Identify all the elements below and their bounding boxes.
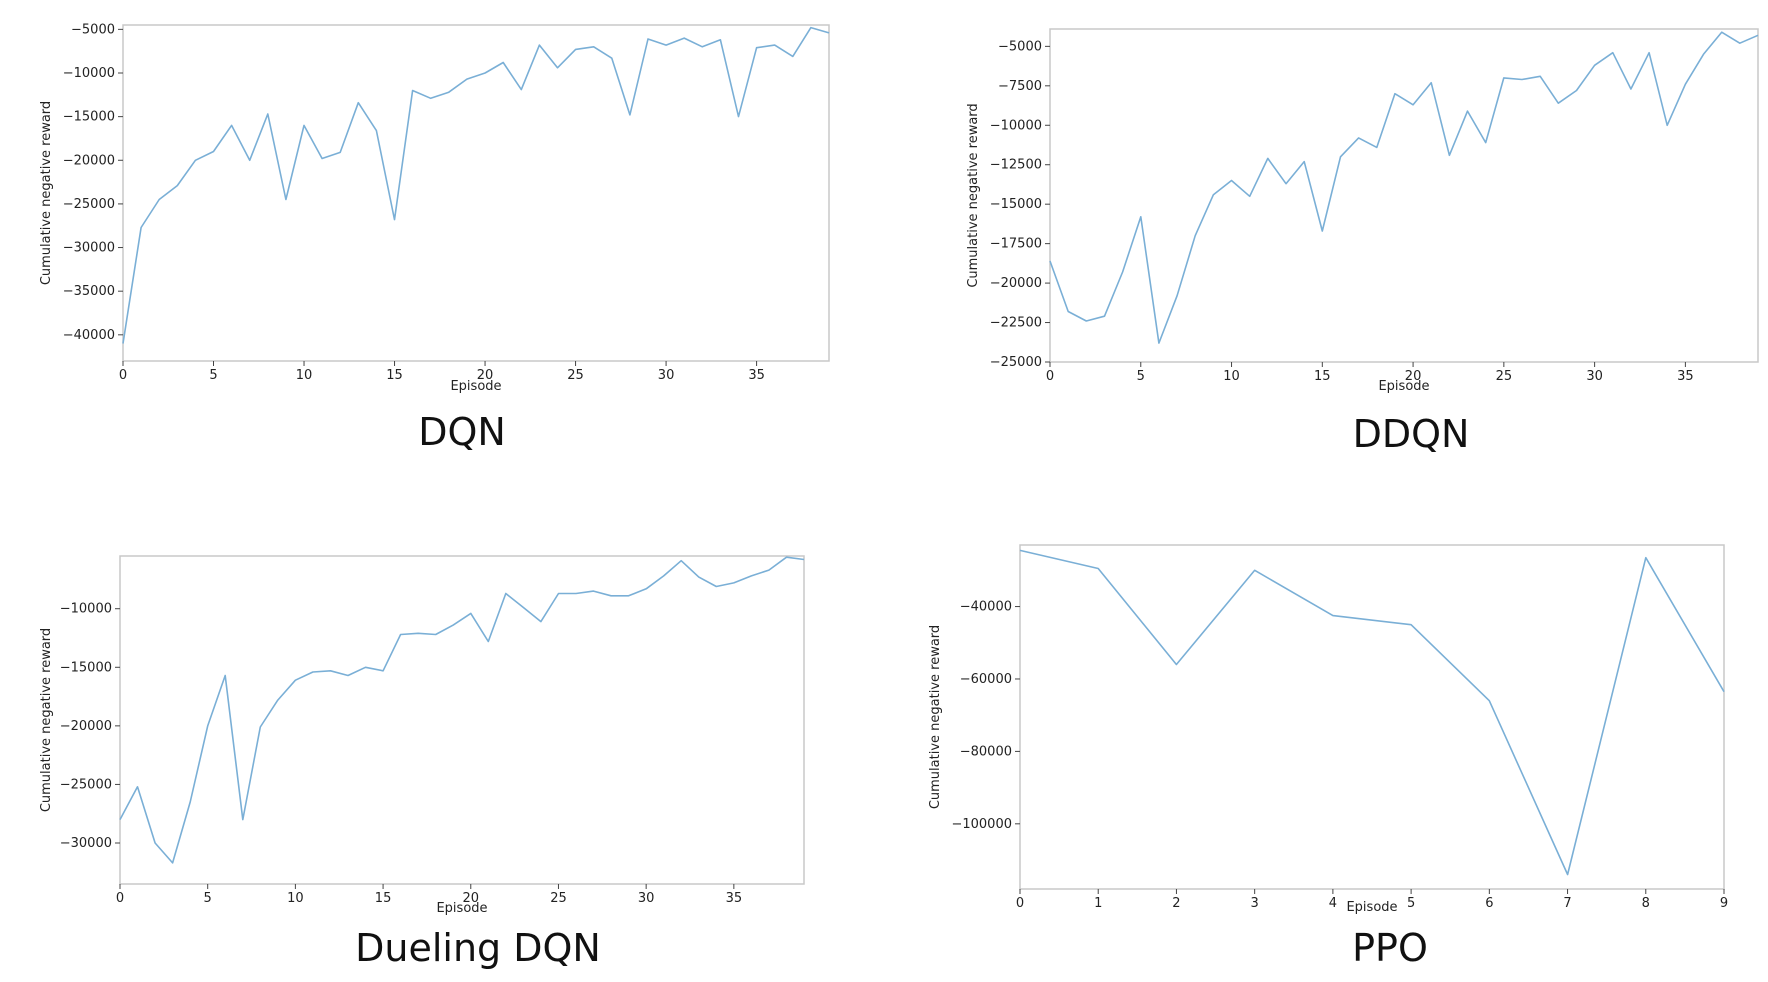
x-tick-label: 20 xyxy=(1405,369,1422,384)
y-tick-label: −30000 xyxy=(63,241,115,256)
x-tick-label: 4 xyxy=(1329,896,1337,911)
x-tick-label: 25 xyxy=(550,891,567,906)
x-tick-label: 3 xyxy=(1251,896,1259,911)
y-tick-label: −40000 xyxy=(63,328,115,343)
plot-frame xyxy=(119,555,805,885)
y-tick-label: −15000 xyxy=(60,660,112,675)
x-tick-label: 9 xyxy=(1720,896,1728,911)
x-tick-label: 0 xyxy=(116,891,124,906)
y-tick-label: −5000 xyxy=(71,22,115,37)
series-line xyxy=(1019,549,1725,876)
x-axis-label: Episode xyxy=(1346,900,1397,915)
panel-caption: PPO xyxy=(1352,926,1428,970)
x-tick-label: 20 xyxy=(477,368,494,383)
y-axis-label: Cumulative negative reward xyxy=(966,103,981,287)
x-tick-label: 5 xyxy=(209,368,217,383)
y-tick-label: −25000 xyxy=(60,777,112,792)
x-tick-label: 10 xyxy=(296,368,313,383)
y-axis-label: Cumulative negative reward xyxy=(928,625,943,809)
x-tick-label: 35 xyxy=(1677,369,1694,384)
x-tick-label: 7 xyxy=(1563,896,1571,911)
series-line xyxy=(122,26,830,344)
x-tick-label: 10 xyxy=(287,891,304,906)
x-tick-label: 6 xyxy=(1485,896,1493,911)
x-tick-label: 35 xyxy=(726,891,743,906)
y-tick-label: −35000 xyxy=(63,284,115,299)
plot-frame xyxy=(122,24,830,362)
y-tick-label: −30000 xyxy=(60,836,112,851)
x-tick-label: 15 xyxy=(386,368,403,383)
y-tick-label: −80000 xyxy=(960,744,1012,759)
y-tick-label: −10000 xyxy=(63,66,115,81)
series-line xyxy=(119,556,805,864)
y-tick-label: −40000 xyxy=(960,600,1012,615)
y-tick-label: −10000 xyxy=(990,118,1042,133)
panel-caption: DDQN xyxy=(1353,412,1470,456)
x-tick-label: 5 xyxy=(1137,369,1145,384)
y-tick-label: −22500 xyxy=(990,316,1042,331)
x-tick-label: 30 xyxy=(638,891,655,906)
y-tick-label: −20000 xyxy=(63,153,115,168)
x-tick-label: 8 xyxy=(1642,896,1650,911)
y-tick-label: −25000 xyxy=(63,197,115,212)
plot-frame xyxy=(1049,28,1759,363)
x-axis-label: Episode xyxy=(1378,379,1429,394)
plot-frame xyxy=(1019,544,1725,890)
x-axis-label: Episode xyxy=(450,379,501,394)
x-tick-label: 0 xyxy=(1046,369,1054,384)
dueling-dqn-chart: −10000 −15000 −20000 −25000 −30000 0 5 10 15 20 25… xyxy=(39,555,805,970)
x-tick-label: 25 xyxy=(567,368,584,383)
dqn-chart: −5000 −10000 −15000 −20000 −25000 −30000 −3500… xyxy=(39,22,830,454)
y-tick-label: −10000 xyxy=(60,602,112,617)
x-tick-label: 10 xyxy=(1223,369,1240,384)
y-tick-label: −5000 xyxy=(998,39,1042,54)
x-tick-label: 0 xyxy=(1016,896,1024,911)
x-tick-label: 5 xyxy=(1407,896,1415,911)
y-tick-label: −12500 xyxy=(990,158,1042,173)
x-tick-label: 30 xyxy=(1586,369,1603,384)
x-tick-label: 25 xyxy=(1496,369,1513,384)
series-line xyxy=(1049,31,1759,344)
y-tick-label: −17500 xyxy=(990,237,1042,252)
ddqn-chart: −5000 −7500 −10000 −12500 −15000 −17500 −20000… xyxy=(966,28,1759,456)
x-tick-label: 2 xyxy=(1172,896,1180,911)
y-tick-label: −60000 xyxy=(960,672,1012,687)
y-tick-label: −20000 xyxy=(60,719,112,734)
x-tick-label: 30 xyxy=(658,368,675,383)
x-tick-label: 1 xyxy=(1094,896,1102,911)
x-tick-label: 35 xyxy=(748,368,765,383)
x-tick-label: 15 xyxy=(375,891,392,906)
x-axis-label: Episode xyxy=(436,901,487,916)
y-tick-label: −100000 xyxy=(951,817,1012,832)
panel-caption: Dueling DQN xyxy=(355,926,601,970)
y-tick-label: −15000 xyxy=(990,197,1042,212)
y-tick-label: −7500 xyxy=(998,79,1042,94)
y-tick-label: −15000 xyxy=(63,110,115,125)
x-tick-label: 0 xyxy=(119,368,127,383)
y-axis-label: Cumulative negative reward xyxy=(39,101,54,285)
y-tick-label: −20000 xyxy=(990,276,1042,291)
y-axis-label: Cumulative negative reward xyxy=(39,628,54,812)
x-tick-label: 15 xyxy=(1314,369,1331,384)
y-tick-label: −25000 xyxy=(990,355,1042,370)
x-tick-label: 20 xyxy=(462,891,479,906)
ppo-chart: −40000 −60000 −80000 −100000 0 1 2 3 4 5 6 7 8 9 Episo… xyxy=(928,544,1728,970)
panel-caption: DQN xyxy=(418,410,506,454)
x-tick-label: 5 xyxy=(204,891,212,906)
